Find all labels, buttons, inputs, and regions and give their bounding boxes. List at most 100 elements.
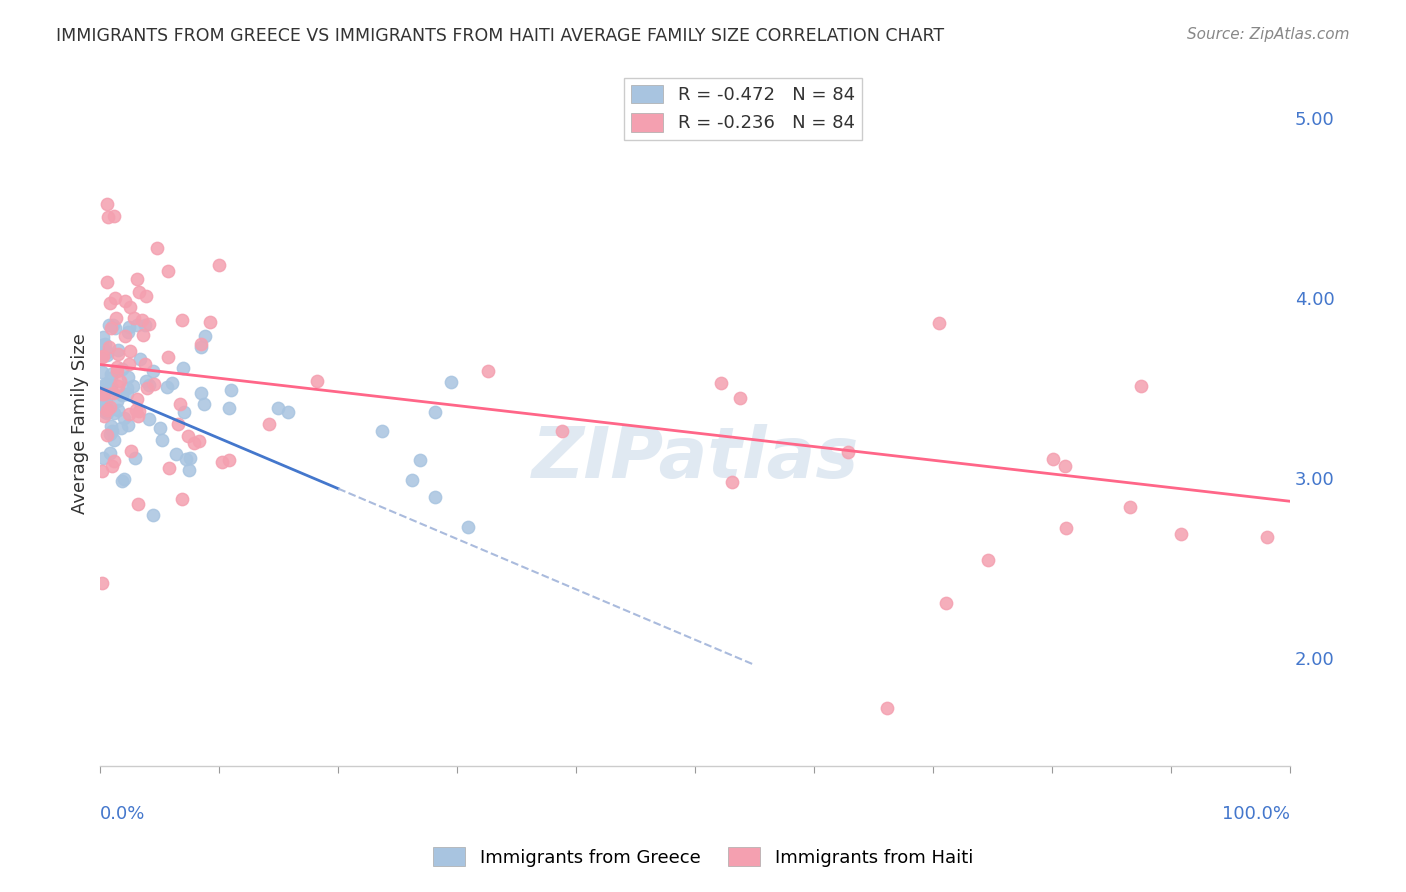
Point [173, 405, 195, 419]
Point [96, 345, 118, 359]
Point [98, 400, 121, 414]
Point [135, 381, 157, 395]
Point [277, 405, 299, 419]
Point [928, 316, 950, 330]
Point [146, 241, 169, 255]
Point [193, 397, 215, 411]
Point [143, 377, 166, 392]
Point [107, 379, 129, 393]
Point [90, 345, 112, 359]
Point [190, 336, 212, 351]
Point [110, 421, 132, 435]
Point [157, 264, 180, 278]
Point [165, 447, 187, 461]
Text: IMMIGRANTS FROM GREECE VS IMMIGRANTS FROM HAITI AVERAGE FAMILY SIZE CORRELATION : IMMIGRANTS FROM GREECE VS IMMIGRANTS FRO… [56, 27, 945, 45]
Point [125, 392, 148, 406]
Point [97, 210, 120, 224]
Point [138, 378, 160, 392]
Point [90, 350, 112, 364]
Point [104, 291, 127, 305]
Point [135, 375, 157, 389]
Point [91, 451, 114, 466]
Point [218, 401, 240, 416]
Point [1130, 379, 1153, 393]
Point [127, 272, 149, 286]
Point [118, 357, 141, 371]
Point [125, 318, 148, 333]
Point [211, 455, 233, 469]
Point [101, 424, 124, 438]
Point [177, 428, 200, 442]
Point [149, 421, 172, 435]
Point [179, 450, 201, 465]
Point [94, 405, 117, 419]
Point [103, 209, 125, 223]
Point [112, 410, 135, 425]
Point [112, 471, 135, 485]
Point [105, 364, 128, 378]
Point [111, 388, 134, 402]
Point [128, 351, 150, 366]
Point [134, 318, 156, 332]
Point [127, 409, 149, 423]
Point [90, 383, 112, 397]
Point [96, 196, 118, 211]
Point [934, 596, 956, 610]
Text: 0.0%: 0.0% [100, 805, 146, 823]
Point [98, 446, 121, 460]
Point [105, 360, 128, 375]
Point [720, 475, 742, 490]
Point [94, 377, 117, 392]
Point [170, 312, 193, 326]
Point [120, 444, 142, 458]
Point [1042, 452, 1064, 467]
Point [177, 463, 200, 477]
Point [1170, 526, 1192, 541]
Point [728, 391, 751, 405]
Point [138, 412, 160, 426]
Point [94, 385, 117, 400]
Point [257, 417, 280, 431]
Point [1054, 521, 1077, 535]
Point [96, 428, 118, 442]
Point [90, 387, 112, 401]
Point [134, 357, 156, 371]
Point [142, 508, 165, 523]
Point [190, 341, 212, 355]
Point [121, 379, 143, 393]
Point [94, 397, 117, 411]
Point [425, 490, 447, 504]
Point [100, 378, 122, 392]
Point [94, 336, 117, 351]
Point [127, 497, 149, 511]
Point [103, 406, 125, 420]
Point [100, 383, 122, 397]
Point [96, 406, 118, 420]
Point [193, 329, 215, 343]
Point [98, 427, 121, 442]
Point [98, 318, 121, 332]
Point [93, 397, 115, 411]
Point [156, 350, 179, 364]
Point [93, 349, 115, 363]
Point [122, 311, 145, 326]
Point [150, 434, 173, 448]
Point [98, 340, 121, 354]
Point [167, 417, 190, 431]
Point [111, 475, 134, 489]
Point [183, 436, 205, 450]
Point [91, 330, 114, 344]
Point [107, 403, 129, 417]
Point [104, 320, 127, 334]
Point [100, 367, 122, 381]
Point [101, 459, 124, 474]
Point [200, 315, 222, 329]
Point [90, 575, 112, 590]
Point [98, 296, 121, 310]
Point [305, 374, 328, 388]
Point [135, 289, 157, 303]
Point [104, 311, 127, 326]
Point [110, 374, 132, 388]
Legend: Immigrants from Greece, Immigrants from Haiti: Immigrants from Greece, Immigrants from … [426, 840, 980, 874]
Point [96, 403, 118, 417]
